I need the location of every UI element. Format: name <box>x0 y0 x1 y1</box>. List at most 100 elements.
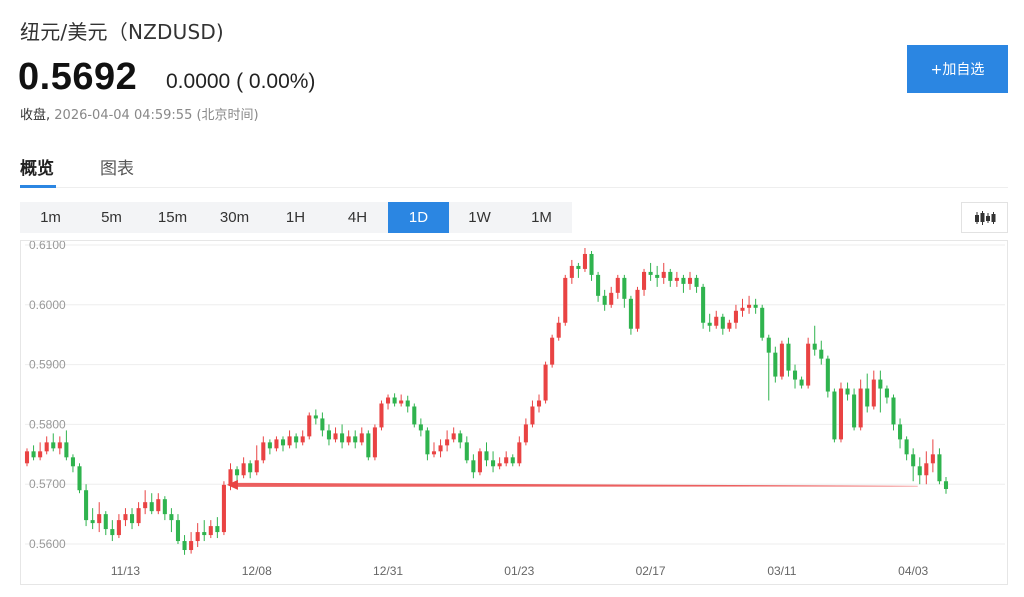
chart-type-button[interactable] <box>961 202 1008 233</box>
candle-body <box>740 307 745 311</box>
candle-body <box>766 337 771 353</box>
candle-body <box>90 520 95 524</box>
candle-body <box>333 433 338 440</box>
candle-body <box>799 379 804 386</box>
candle-body <box>215 526 220 533</box>
candle-body <box>353 436 358 443</box>
candle-body <box>569 265 574 278</box>
candle-body <box>668 271 673 281</box>
candle-body <box>51 442 56 449</box>
candle-body <box>596 274 601 296</box>
x-tick-label: 03/11 <box>767 564 796 578</box>
candle-body <box>891 397 896 425</box>
candle-body <box>366 433 371 458</box>
last-price: 0.5692 <box>18 56 138 98</box>
candle-body <box>313 415 318 419</box>
candle-body <box>254 460 259 473</box>
market-status: 收盘, <box>20 108 51 123</box>
tab-bar: 概览 图表 <box>20 150 1008 188</box>
candle-body <box>175 520 181 542</box>
candle-body <box>38 451 43 458</box>
period-30m[interactable]: 30m <box>219 209 250 226</box>
candle-body <box>235 469 240 476</box>
candle-body <box>464 442 469 461</box>
candle-body <box>412 406 417 425</box>
candle-body <box>182 541 187 551</box>
x-tick-label: 01/23 <box>504 564 534 578</box>
candle-body <box>832 391 837 440</box>
y-tick-label: 0.5900 <box>29 358 66 372</box>
candle-body <box>773 352 778 377</box>
candle-body <box>156 499 161 512</box>
period-selector: 1m 5m 15m 30m 1H 4H 1D 1W 1M <box>20 202 572 233</box>
candle-body <box>622 277 627 299</box>
candle-body <box>64 442 69 458</box>
candle-body <box>747 304 752 308</box>
candle-body <box>655 274 660 278</box>
candle-body <box>359 433 364 443</box>
candle-body <box>123 514 128 521</box>
candle-body <box>582 253 587 269</box>
candlestick-chart: 0.6100 0.6000 0.5900 0.5800 0.5700 0.5600 11/1… <box>24 238 1005 578</box>
x-tick-label: 12/31 <box>373 564 403 578</box>
price-change: 0.0000 ( 0.00%) <box>166 70 316 93</box>
y-tick-label: 0.5800 <box>29 417 66 431</box>
x-tick-label: 02/17 <box>636 564 666 578</box>
candle-body <box>943 481 949 490</box>
tab-chart[interactable]: 图表 <box>100 159 134 179</box>
candle-body <box>195 532 200 542</box>
x-tick-label: 04/03 <box>898 564 928 578</box>
candle-body <box>550 337 555 365</box>
tab-overview[interactable]: 概览 <box>20 159 54 179</box>
candle-body <box>274 439 279 449</box>
candle-body <box>228 469 233 485</box>
period-1mo[interactable]: 1M <box>531 209 552 226</box>
period-1d[interactable]: 1D <box>388 202 449 233</box>
period-1w[interactable]: 1W <box>468 209 491 226</box>
period-5m[interactable]: 5m <box>101 209 122 226</box>
candle-body <box>287 436 292 446</box>
candle-body <box>372 427 377 458</box>
candle-body <box>405 400 410 407</box>
candle-body <box>812 343 817 350</box>
candle-body <box>615 277 620 293</box>
candle-body <box>379 403 384 428</box>
candle-body <box>116 520 121 536</box>
candle-body <box>445 439 450 446</box>
candle-body <box>838 388 844 440</box>
candle-body <box>97 514 102 524</box>
candle-body <box>786 343 791 371</box>
candle-body <box>280 439 286 446</box>
candle-body <box>320 418 325 431</box>
period-1m[interactable]: 1m <box>40 209 61 226</box>
y-tick-label: 0.6100 <box>29 241 66 252</box>
last-update-time: 2026-04-04 04:59:55 (北京时间) <box>54 108 259 123</box>
candle-body <box>84 490 89 521</box>
period-15m[interactable]: 15m <box>157 209 188 226</box>
period-4h[interactable]: 4H <box>347 209 368 226</box>
candle-body <box>911 454 916 467</box>
page-title: 纽元/美元（NZDUSD) <box>20 20 224 44</box>
candle-body <box>779 343 784 377</box>
candle-body <box>294 436 299 443</box>
annotation-arrow-line <box>236 482 918 487</box>
candle-body <box>300 436 305 443</box>
candle-body <box>418 424 423 431</box>
candle-body <box>425 430 430 455</box>
candle-body <box>477 451 482 473</box>
candle-body <box>917 466 922 476</box>
candle-body <box>202 532 207 536</box>
candle-body <box>497 463 502 467</box>
candle-body <box>924 463 929 476</box>
candle-body <box>937 454 942 482</box>
period-1h[interactable]: 1H <box>285 209 306 226</box>
y-tick-label: 0.5600 <box>29 537 66 551</box>
y-tick-label: 0.5700 <box>29 477 66 491</box>
add-to-watchlist-button[interactable]: +加自选 <box>907 45 1008 93</box>
candle-body <box>576 265 581 269</box>
candle-body <box>24 451 30 464</box>
candle-body <box>871 379 876 407</box>
candle-body <box>536 400 542 407</box>
candle-body <box>642 271 647 290</box>
price-chart: 0.6100 0.6000 0.5900 0.5800 0.5700 0.5600 11/1… <box>20 238 1008 585</box>
